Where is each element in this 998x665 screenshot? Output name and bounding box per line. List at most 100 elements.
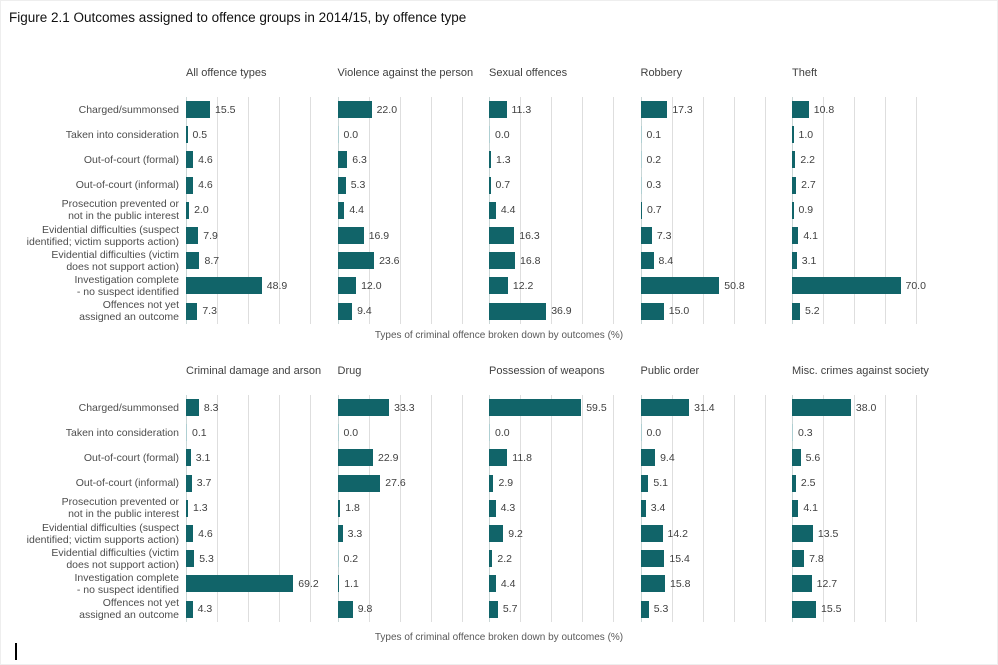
category-label: Out-of-court (formal)	[83, 153, 179, 166]
bar-row: 1.3	[489, 147, 641, 172]
gridline	[916, 395, 917, 622]
bar-value-label: 5.2	[805, 305, 820, 318]
bar	[792, 227, 799, 245]
bar	[640, 151, 642, 169]
bar	[186, 201, 190, 219]
bar-row: 70.0	[792, 273, 944, 298]
bar-row: 22.9	[337, 445, 490, 470]
bar	[640, 176, 642, 194]
bar-value-label: 4.4	[349, 204, 364, 217]
category-label: Prosecution prevented or not in the publi…	[61, 496, 179, 521]
bar-row: 1.8	[337, 496, 490, 521]
bar-value-label: 59.5	[586, 401, 607, 414]
bar-value-label: 0.0	[343, 128, 359, 141]
plot-area: 22.0 0.0 6.3 5.3 4.4 16.9 23.6 12.0 9.4	[337, 97, 490, 324]
category-label: Out-of-court (formal)	[83, 451, 179, 464]
bar-value-label: 11.8	[512, 451, 532, 464]
bar-row: 4.6	[186, 173, 338, 198]
gridline	[279, 395, 280, 622]
bar-value-label: 15.5	[821, 603, 842, 616]
bar-row: 5.3	[640, 597, 793, 622]
chart-row-bottom: Charged/summonsed Taken into consideratio…	[1, 365, 944, 622]
bar	[337, 201, 345, 219]
bar-value-label: 0.2	[646, 153, 662, 166]
bar	[186, 525, 194, 543]
bar-value-label: 13.5	[817, 527, 839, 540]
bar-value-label: 12.0	[361, 279, 382, 292]
panel-title-misc-crimes-against-society: Misc. crimes against society	[792, 365, 929, 377]
bar-value-label: 0.0	[495, 128, 510, 141]
bar-value-label: 5.7	[502, 603, 518, 616]
bar-value-label: 4.4	[500, 577, 516, 590]
bar	[489, 252, 516, 270]
bar-row: 0.1	[640, 122, 793, 147]
gridline	[399, 395, 401, 622]
bar-value-label: 4.6	[198, 527, 213, 540]
bar-value-label: 38.0	[855, 401, 877, 414]
plot-area: 10.8 1.0 2.2 2.7 0.9 4.1 3.1 70.0 5.2	[792, 97, 944, 324]
bar-value-label: 5.3	[350, 179, 366, 192]
gridline	[217, 395, 218, 622]
bar	[640, 449, 656, 467]
bar-value-label: 3.1	[801, 254, 817, 267]
bar-value-label: 0.7	[647, 204, 662, 217]
bar-row: 3.3	[337, 521, 490, 546]
bar-row: 0.0	[489, 122, 641, 147]
bar-value-label: 50.8	[724, 279, 745, 292]
bar	[792, 525, 813, 543]
bar	[489, 399, 582, 417]
bar-value-label: 0.7	[495, 179, 511, 192]
bar-value-label: 0.1	[192, 426, 207, 439]
bar-row: 4.3	[489, 496, 641, 521]
bar	[337, 550, 339, 568]
bar-row: 0.0	[337, 122, 490, 147]
bar	[792, 449, 801, 467]
bar-row: 14.2	[640, 521, 793, 546]
bar-row: 0.3	[792, 420, 944, 445]
bar-row: 16.9	[337, 223, 490, 248]
bar-row: 9.4	[640, 445, 793, 470]
bar	[792, 302, 801, 320]
bar-value-label: 4.1	[803, 229, 818, 242]
bar-value-label: 22.0	[376, 103, 398, 116]
bar-row: 9.4	[337, 299, 490, 324]
bar-row: 8.3	[186, 395, 338, 420]
bar-row: 0.2	[640, 147, 793, 172]
category-label: Offences not yet assigned an outcome	[79, 299, 179, 324]
panel-title-criminal-damage-and-arson: Criminal damage and arson	[186, 365, 322, 377]
bar-row: 15.4	[640, 546, 793, 571]
category-label: Investigation complete - no suspect ident…	[74, 571, 179, 596]
bar-value-label: 70.0	[905, 279, 926, 292]
bar	[186, 499, 188, 517]
bar-value-label: 5.3	[653, 603, 669, 616]
chart-panel-public-order: Public order 31.4 0.0 9.4 5.1 3.4 14.2 15.4 15.8…	[640, 365, 793, 622]
bar	[186, 399, 199, 417]
bar-value-label: 36.9	[551, 305, 572, 318]
bar-row: 8.4	[640, 248, 793, 273]
gridline	[885, 395, 886, 622]
bar-row: 3.4	[640, 496, 793, 521]
bar	[186, 575, 294, 593]
bar	[640, 126, 642, 144]
bar-value-label: 3.3	[347, 527, 363, 540]
bar-row: 0.0	[337, 420, 490, 445]
plot-area: 11.3 0.0 1.3 0.7 4.4 16.3 16.8 12.2 36.9	[489, 97, 641, 324]
bar	[792, 101, 809, 119]
bar	[640, 600, 649, 618]
bar	[337, 449, 373, 467]
bar-row: 3.1	[186, 445, 338, 470]
bar-value-label: 22.9	[377, 451, 399, 464]
gridline	[520, 395, 521, 622]
bar-value-label: 16.8	[520, 254, 541, 267]
bar-row: 27.6	[337, 471, 490, 496]
panel-title-possession-of-weapons: Possession of weapons	[489, 365, 605, 377]
gridline	[702, 97, 704, 324]
category-label: Taken into consideration	[65, 128, 179, 141]
panel-title-public-order: Public order	[640, 365, 700, 377]
bar-row: 2.7	[792, 173, 944, 198]
bar	[337, 151, 348, 169]
bar-value-label: 0.9	[798, 204, 814, 217]
bar	[792, 474, 796, 492]
category-label: Evidential difficulties (suspect identifi…	[26, 521, 179, 546]
